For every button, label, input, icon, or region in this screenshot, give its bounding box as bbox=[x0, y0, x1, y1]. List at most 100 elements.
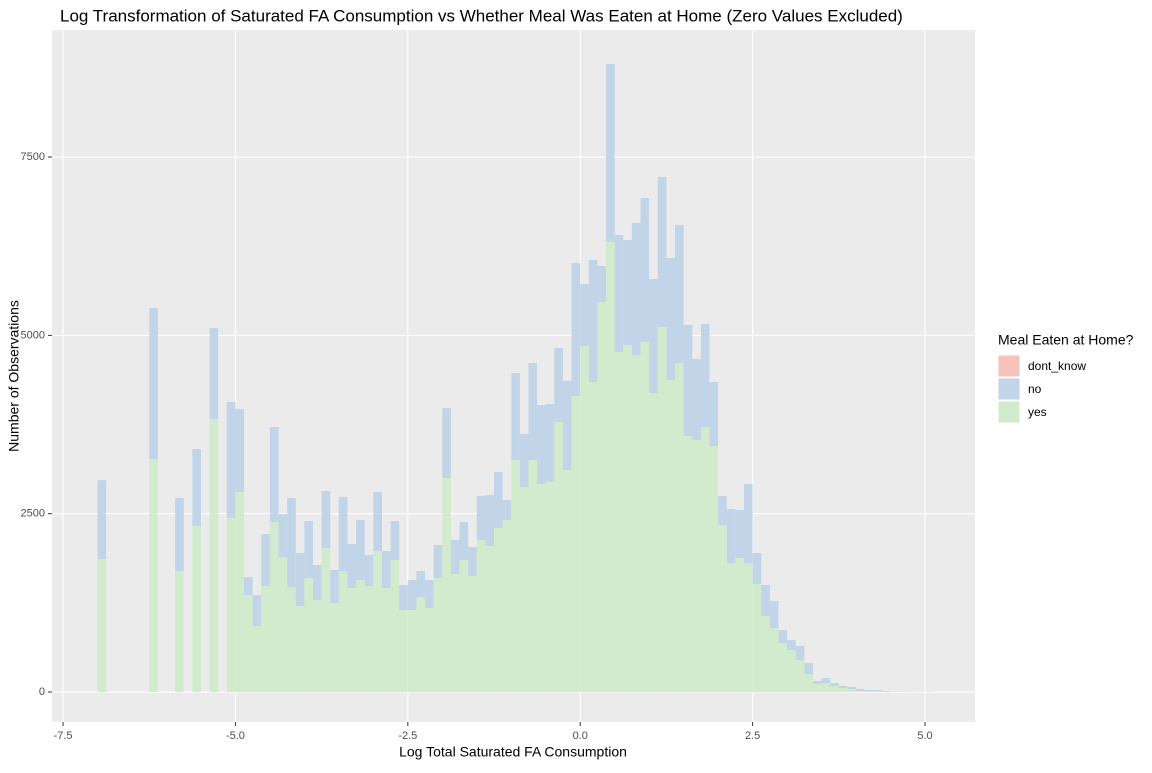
bar bbox=[365, 555, 374, 586]
bar bbox=[227, 402, 236, 518]
bar bbox=[287, 498, 296, 587]
bar bbox=[770, 628, 779, 692]
bar bbox=[399, 585, 408, 610]
bar bbox=[580, 284, 589, 346]
bar bbox=[391, 560, 400, 692]
bar bbox=[580, 346, 589, 692]
bar bbox=[666, 258, 675, 380]
legend-label: no bbox=[1028, 382, 1042, 396]
bar bbox=[735, 558, 744, 692]
bar bbox=[451, 574, 460, 692]
bar bbox=[485, 495, 494, 546]
bar bbox=[847, 687, 856, 689]
chart-title: Log Transformation of Saturated FA Consu… bbox=[60, 6, 903, 25]
x-tick-label: 2.5 bbox=[745, 730, 760, 742]
bar bbox=[606, 64, 615, 242]
bar bbox=[770, 601, 779, 628]
bar bbox=[511, 460, 520, 692]
bar bbox=[589, 260, 598, 382]
bar bbox=[710, 446, 719, 692]
bar bbox=[537, 484, 546, 692]
bar bbox=[692, 440, 701, 692]
bar bbox=[425, 580, 434, 608]
bar bbox=[804, 674, 813, 692]
bar bbox=[296, 553, 305, 606]
bar bbox=[434, 545, 443, 578]
bar bbox=[778, 630, 787, 643]
bar bbox=[373, 551, 382, 692]
bar bbox=[658, 327, 667, 692]
bar bbox=[253, 595, 262, 626]
bar bbox=[822, 683, 831, 692]
bar bbox=[727, 509, 736, 563]
bar bbox=[425, 608, 434, 692]
bar bbox=[684, 436, 693, 692]
bar bbox=[684, 325, 693, 436]
bar bbox=[528, 460, 537, 692]
bar bbox=[520, 487, 529, 692]
bar bbox=[468, 547, 477, 576]
bar bbox=[347, 588, 356, 692]
bar bbox=[813, 681, 822, 684]
x-tick-label: -2.5 bbox=[398, 730, 417, 742]
bar bbox=[253, 626, 262, 692]
bar bbox=[511, 373, 520, 460]
bar bbox=[460, 560, 469, 692]
bar bbox=[632, 223, 641, 355]
bar bbox=[451, 540, 460, 574]
bar bbox=[839, 688, 848, 692]
bar bbox=[546, 482, 555, 692]
bar bbox=[727, 563, 736, 692]
bar bbox=[761, 616, 770, 692]
bar bbox=[761, 585, 770, 616]
y-tick-label: 0 bbox=[39, 686, 45, 698]
bar bbox=[796, 646, 805, 660]
bar bbox=[235, 492, 244, 692]
bar bbox=[537, 405, 546, 484]
bar bbox=[572, 396, 581, 692]
bar bbox=[856, 691, 865, 692]
bar bbox=[175, 498, 184, 571]
bar bbox=[270, 522, 279, 692]
bar bbox=[710, 382, 719, 446]
bar bbox=[373, 492, 382, 551]
bar bbox=[468, 576, 477, 692]
bar bbox=[641, 198, 650, 342]
bar bbox=[830, 683, 839, 686]
bar bbox=[408, 610, 417, 692]
bar bbox=[192, 526, 201, 692]
bar bbox=[675, 225, 684, 363]
bar bbox=[477, 540, 486, 692]
x-axis-label: Log Total Saturated FA Consumption bbox=[399, 744, 627, 760]
bar bbox=[873, 690, 882, 691]
bar bbox=[296, 606, 305, 692]
bar bbox=[227, 518, 236, 692]
bar bbox=[98, 480, 107, 559]
bar bbox=[778, 643, 787, 692]
bar bbox=[796, 660, 805, 692]
bar bbox=[641, 342, 650, 692]
y-axis-label: Number of Observations bbox=[6, 300, 22, 452]
bar bbox=[701, 324, 710, 427]
bar bbox=[597, 302, 606, 692]
legend-label: dont_know bbox=[1028, 359, 1086, 373]
bar bbox=[416, 571, 425, 597]
bar bbox=[261, 534, 270, 586]
bar bbox=[692, 359, 701, 440]
y-tick-label: 7500 bbox=[21, 151, 45, 163]
x-tick-label: 0.0 bbox=[573, 730, 588, 742]
bar bbox=[744, 484, 753, 563]
bar bbox=[649, 279, 658, 393]
bar bbox=[416, 597, 425, 692]
bar bbox=[261, 586, 270, 692]
bar bbox=[347, 544, 356, 588]
bar bbox=[830, 686, 839, 692]
bar bbox=[235, 409, 244, 492]
legend-title: Meal Eaten at Home? bbox=[998, 332, 1134, 348]
bar bbox=[339, 571, 348, 692]
bar bbox=[718, 525, 727, 692]
legend-label: yes bbox=[1028, 405, 1047, 419]
bar bbox=[632, 355, 641, 692]
bar bbox=[382, 551, 391, 588]
